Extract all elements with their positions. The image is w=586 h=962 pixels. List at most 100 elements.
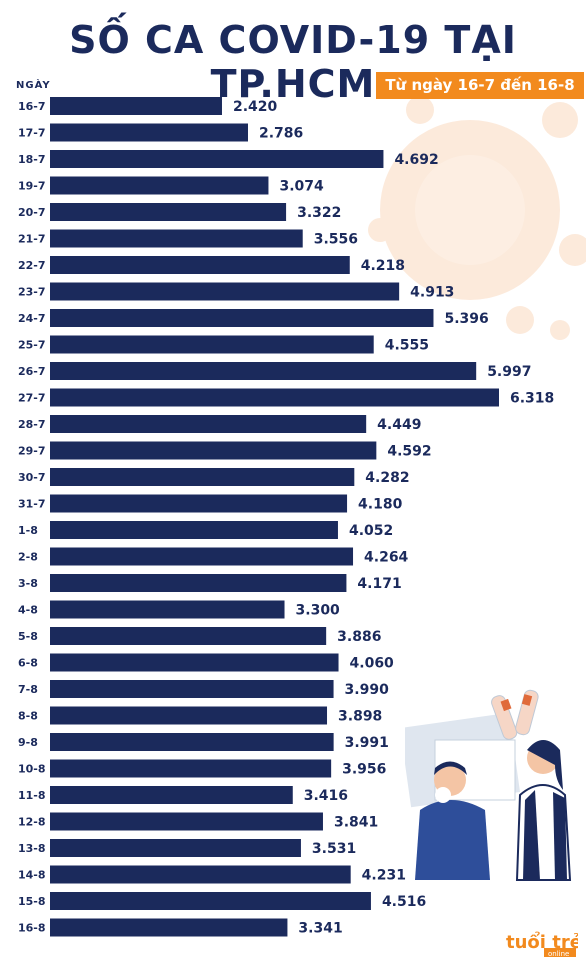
bar (50, 653, 339, 672)
category-label: 22-7 (18, 259, 46, 272)
category-label: 27-7 (18, 392, 46, 405)
people-illustration (405, 689, 572, 881)
category-label: 7-8 (18, 683, 38, 696)
value-label: 4.692 (394, 152, 438, 168)
bar (50, 415, 367, 433)
bar (50, 256, 350, 274)
bar (50, 150, 384, 168)
bar (50, 282, 400, 301)
category-label: 15-8 (18, 895, 46, 908)
category-label: 21-7 (18, 233, 46, 246)
category-label: 4-8 (18, 604, 38, 617)
value-label: 4.516 (382, 894, 426, 910)
value-label: 4.592 (387, 444, 431, 460)
bar (50, 176, 269, 195)
value-label: 3.416 (304, 788, 348, 804)
category-label: 20-7 (18, 206, 46, 219)
bar (50, 123, 248, 142)
value-label: 4.218 (361, 258, 405, 274)
category-label: 9-8 (18, 736, 38, 749)
bar (50, 468, 355, 486)
bar (50, 680, 334, 698)
value-label: 4.264 (364, 550, 409, 566)
bar (50, 309, 434, 327)
category-label: 30-7 (18, 471, 46, 484)
tuoi-tre-logo: tuổi trẻ online (506, 931, 578, 958)
bar (50, 521, 338, 539)
category-label: 16-7 (18, 100, 46, 113)
bar (50, 574, 347, 592)
bar (50, 494, 348, 513)
value-label: 6.318 (510, 391, 554, 407)
value-label: 2.786 (259, 126, 303, 142)
category-label: 11-8 (18, 789, 46, 802)
value-label: 3.898 (338, 709, 382, 725)
category-label: 6-8 (18, 657, 38, 670)
category-label: 3-8 (18, 577, 38, 590)
bar (50, 229, 303, 248)
value-label: 4.180 (358, 497, 403, 513)
bar (50, 706, 328, 725)
value-label: 3.841 (334, 815, 378, 831)
category-label: 8-8 (18, 710, 38, 723)
category-label: 24-7 (18, 312, 46, 325)
value-label: 4.052 (349, 523, 393, 539)
value-label: 3.341 (298, 921, 342, 937)
value-label: 3.531 (312, 841, 356, 857)
value-label: 5.396 (444, 311, 488, 327)
y-axis-label: NGÀY (16, 80, 51, 91)
bar (50, 362, 477, 380)
bar (50, 627, 327, 645)
value-label: 3.074 (279, 179, 324, 195)
category-label: 1-8 (18, 524, 38, 537)
bar (50, 335, 374, 354)
date-range-badge: Từ ngày 16-7 đến 16-8 (376, 72, 584, 99)
bar (50, 388, 499, 407)
category-label: 29-7 (18, 445, 46, 458)
value-label: 4.171 (357, 576, 401, 592)
category-label: 10-8 (18, 763, 46, 776)
bar (50, 786, 293, 804)
category-label: 19-7 (18, 180, 46, 193)
bar (50, 839, 301, 857)
category-label: 13-8 (18, 842, 46, 855)
bar (50, 865, 351, 884)
value-label: 4.913 (410, 285, 454, 301)
value-label: 4.449 (377, 417, 421, 433)
bar (50, 97, 222, 115)
value-label: 4.555 (385, 338, 429, 354)
category-label: 18-7 (18, 153, 46, 166)
category-label: 12-8 (18, 816, 46, 829)
svg-text:tuổi trẻ: tuổi trẻ (506, 931, 578, 953)
bar (50, 441, 377, 460)
category-label: 28-7 (18, 418, 46, 431)
bar (50, 547, 354, 566)
page-title: SỐ CA COVID-19 TẠI TP.HCM (69, 18, 517, 106)
value-label: 4.282 (365, 470, 409, 486)
value-label: 4.060 (350, 656, 395, 672)
value-label: 3.990 (345, 682, 390, 698)
category-label: 5-8 (18, 630, 38, 643)
value-label: 3.300 (296, 603, 341, 619)
category-label: 26-7 (18, 365, 46, 378)
value-label: 5.997 (487, 364, 531, 380)
bar (50, 759, 332, 778)
category-label: 2-8 (18, 551, 38, 564)
value-label: 3.956 (342, 762, 386, 778)
bar (50, 892, 371, 910)
bar (50, 918, 288, 937)
bar (50, 203, 287, 221)
category-label: 23-7 (18, 286, 46, 299)
value-label: 2.420 (233, 99, 278, 115)
svg-text:online: online (548, 950, 569, 958)
value-label: 3.556 (314, 232, 358, 248)
category-label: 14-8 (18, 869, 46, 882)
category-label: 31-7 (18, 498, 46, 511)
value-label: 3.991 (345, 735, 389, 751)
category-label: 16-8 (18, 922, 46, 935)
bar (50, 600, 285, 619)
category-label: 25-7 (18, 339, 46, 352)
bar (50, 733, 334, 751)
